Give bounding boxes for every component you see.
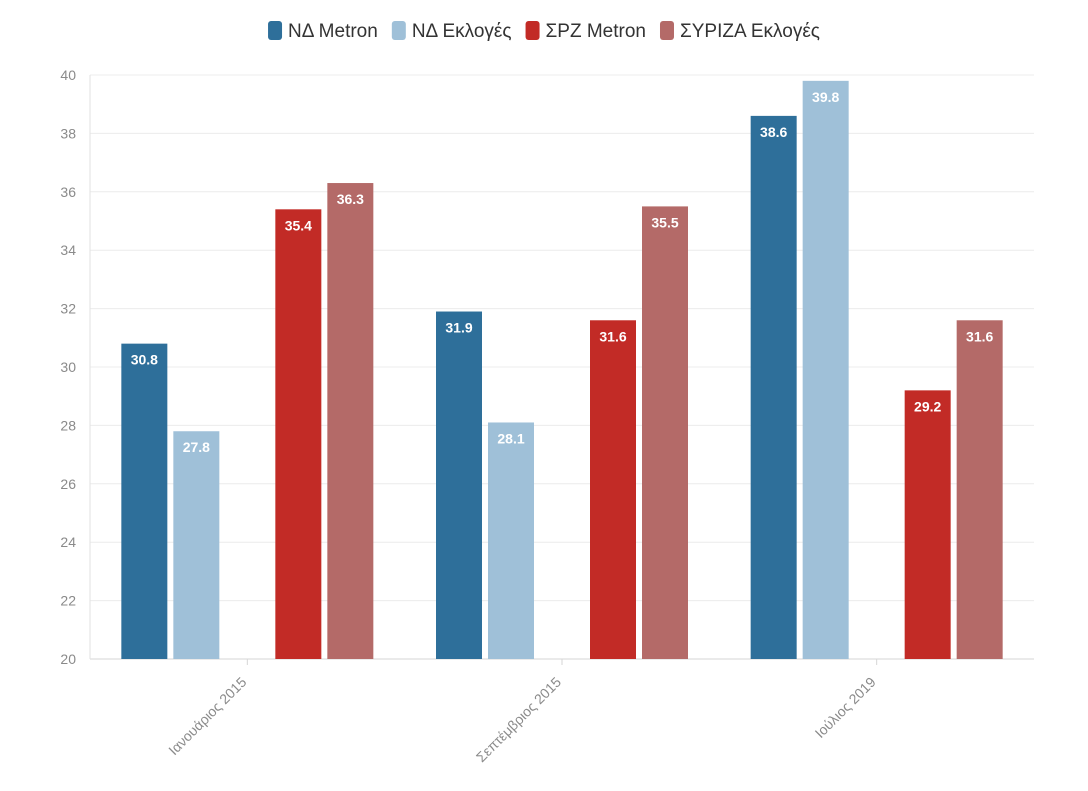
bar: [642, 206, 688, 659]
x-axis: Ιανουάριος 2015 Σεπτέμβριος 2015 Ιούλιος 2…: [165, 659, 879, 765]
legend-label: ΝΔ Εκλογές: [412, 21, 512, 42]
bar-value-label: 36.3: [337, 191, 364, 207]
bar: [904, 390, 951, 659]
bar: [121, 343, 168, 659]
y-tick-label: 36: [60, 184, 76, 200]
bars: 30.8 27.8 35.4 36.3 31.9 28.1 31.6 35.5 38.6 39.8…: [121, 80, 1003, 660]
bar: [750, 115, 797, 659]
bar-value-label: 35.5: [651, 214, 678, 230]
bar: [488, 422, 534, 659]
legend-label: ΝΔ Metron: [288, 21, 378, 42]
bar-value-label: 35.4: [285, 217, 312, 233]
bar-value-label: 38.6: [760, 124, 787, 140]
bar: [956, 320, 1003, 659]
bar: [436, 311, 482, 659]
x-tick-label: Σεπτέμβριος 2015: [473, 674, 564, 765]
y-tick-label: 30: [60, 359, 76, 375]
bar-value-label: 31.6: [966, 328, 993, 344]
legend-swatch: [268, 21, 283, 40]
x-tick-label: Ιούλιος 2019: [812, 674, 879, 741]
legend-label: ΣΡΖ Metron: [546, 21, 646, 42]
y-tick-label: 32: [60, 301, 76, 317]
legend-item[interactable]: ΝΔ Metron: [268, 21, 378, 42]
legend-item[interactable]: ΣΡΖ Metron: [525, 21, 646, 42]
bar: [802, 80, 849, 660]
bar: [173, 431, 220, 659]
legend: ΝΔ Metron ΝΔ Εκλογές ΣΡΖ Metron ΣΥΡΙΖΑ Εκλο…: [268, 21, 820, 42]
bar-value-label: 31.9: [445, 320, 472, 336]
x-tick-label: Ιανουάριος 2015: [165, 674, 249, 758]
legend-swatch: [525, 21, 540, 40]
bar: [590, 320, 636, 659]
y-tick-label: 20: [60, 651, 76, 667]
y-tick-label: 28: [60, 417, 76, 433]
bar: [275, 209, 322, 659]
legend-item[interactable]: ΝΔ Εκλογές: [391, 21, 512, 42]
bar-value-label: 28.1: [497, 430, 524, 446]
bar-value-label: 27.8: [183, 439, 210, 455]
y-tick-label: 34: [60, 242, 76, 258]
bar-value-label: 39.8: [812, 89, 839, 105]
legend-swatch: [391, 21, 406, 40]
y-tick-label: 38: [60, 125, 76, 141]
bar: [327, 183, 374, 660]
bar-value-label: 31.6: [599, 328, 626, 344]
legend-item[interactable]: ΣΥΡΙΖΑ Εκλογές: [659, 21, 820, 42]
bar-value-label: 29.2: [914, 398, 941, 414]
y-tick-label: 22: [60, 593, 76, 609]
legend-swatch: [659, 21, 674, 40]
grid-lines: [90, 74, 1034, 660]
y-tick-label: 24: [60, 534, 76, 550]
y-axis: 20 22 24 26 28 30 32 34 36 38 40: [60, 67, 91, 667]
y-tick-label: 40: [60, 67, 76, 83]
bar-value-label: 30.8: [131, 352, 158, 368]
y-tick-label: 26: [60, 476, 76, 492]
legend-label: ΣΥΡΙΖΑ Εκλογές: [680, 21, 820, 42]
